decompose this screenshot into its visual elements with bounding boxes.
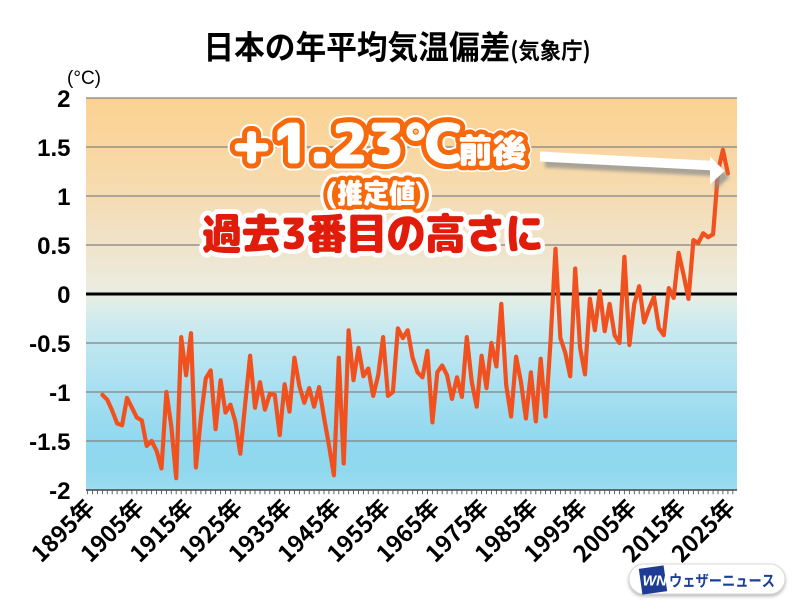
- svg-text:1.5: 1.5: [37, 135, 70, 162]
- svg-text:2: 2: [57, 86, 70, 113]
- svg-text:WN: WN: [643, 574, 668, 590]
- svg-text:1: 1: [57, 184, 70, 211]
- svg-text:-1.5: -1.5: [29, 429, 70, 456]
- svg-text:(°C): (°C): [67, 68, 101, 89]
- svg-text:0: 0: [57, 282, 70, 309]
- svg-text:-1: -1: [49, 380, 70, 407]
- svg-text:0.5: 0.5: [37, 233, 70, 260]
- svg-text:-2: -2: [49, 478, 70, 505]
- svg-text:-0.5: -0.5: [29, 331, 70, 358]
